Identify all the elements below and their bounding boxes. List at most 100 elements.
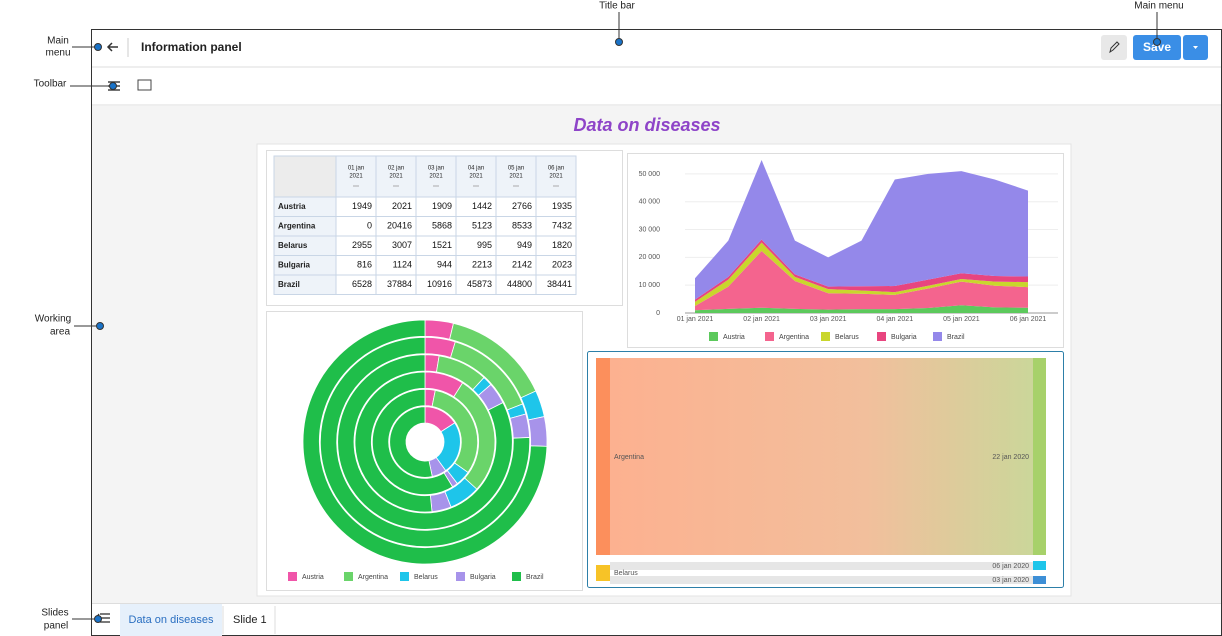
cell-value: 2766: [512, 201, 532, 211]
legend-swatch: [512, 572, 521, 581]
legend-swatch: [877, 332, 886, 341]
callout-label: Working: [35, 314, 72, 325]
legend-label: Austria: [302, 574, 324, 581]
cell-value: 1442: [472, 201, 492, 211]
slide-tab-active[interactable]: [120, 604, 222, 636]
ring-segment: [354, 371, 433, 513]
area: [695, 239, 1028, 302]
row-label: Austria: [278, 202, 306, 211]
column-year: 2021: [509, 174, 523, 180]
callout-label: Main: [47, 36, 69, 47]
flow-label: Belarus: [614, 570, 638, 577]
cell-value: 944: [437, 260, 452, 270]
flow-label: 06 jan 2020: [992, 563, 1029, 570]
cell-value: 5868: [432, 221, 452, 231]
flow-label: 22 jan 2020: [992, 454, 1029, 461]
legend-swatch: [821, 332, 830, 341]
column-date: 02 jan: [388, 166, 404, 172]
cell-value: 2023: [552, 260, 572, 270]
callout-label: area: [50, 327, 70, 338]
cell-value: 37884: [387, 279, 412, 289]
callout-label: panel: [44, 621, 68, 632]
save-button[interactable]: [1133, 35, 1181, 60]
cell-value: 2142: [512, 260, 532, 270]
area: [695, 250, 1028, 311]
table-corner: [273, 155, 337, 198]
toolbar-icon[interactable]: [137, 79, 152, 91]
cell-value: 2955: [352, 240, 372, 250]
column-year: 2021: [389, 174, 403, 180]
cell-value: 2021: [392, 201, 412, 211]
legend-swatch: [933, 332, 942, 341]
legend-swatch: [344, 572, 353, 581]
cell-value: 816: [357, 260, 372, 270]
cell-value: 44800: [507, 279, 532, 289]
area: [695, 160, 1028, 300]
legend-label: Brazil: [947, 334, 965, 341]
x-tick-label: 05 jan 2021: [943, 316, 980, 323]
cell-value: 10916: [427, 279, 452, 289]
ring-segment: [424, 319, 454, 340]
y-tick-label: 0: [656, 310, 660, 317]
x-tick-label: 01 jan 2021: [677, 316, 714, 323]
cell-value: 995: [477, 240, 492, 250]
cell-value: 7432: [552, 221, 572, 231]
x-tick-label: 04 jan 2021: [877, 316, 914, 323]
column-date: 06 jan: [548, 166, 564, 172]
cell-value: 1820: [552, 240, 572, 250]
cell-value: 1124: [393, 260, 412, 270]
ring-segment: [320, 336, 530, 548]
y-tick-label: 50 000: [639, 171, 661, 178]
back-button[interactable]: [106, 42, 118, 52]
x-tick-label: 03 jan 2021: [810, 316, 847, 323]
slide-tab[interactable]: Slide 1: [233, 614, 267, 626]
legend-swatch: [709, 332, 718, 341]
ring-segment: [527, 416, 548, 447]
column-date: 01 jan: [348, 166, 364, 172]
row-label: Bulgaria: [278, 260, 311, 269]
y-tick-label: 30 000: [639, 226, 661, 233]
cell-value: 1949: [352, 201, 372, 211]
cell-value: 20416: [387, 221, 412, 231]
y-tick-label: 10 000: [639, 282, 661, 289]
legend-label: Bulgaria: [891, 334, 917, 341]
callout-label: menu: [45, 48, 70, 59]
ring-segment: [337, 354, 513, 530]
column-year: 2021: [549, 174, 563, 180]
callout-label: Toolbar: [34, 79, 67, 90]
cell-value: 1935: [552, 201, 572, 211]
legend-swatch: [288, 572, 297, 581]
cell-value: 38441: [547, 279, 572, 289]
ring-segment: [509, 413, 530, 439]
cell: [535, 274, 577, 295]
save-label: Save: [1143, 40, 1171, 54]
legend-label: Belarus: [414, 574, 438, 581]
cell-value: 8533: [512, 221, 532, 231]
legend-label: Bulgaria: [470, 574, 496, 581]
row-label: Argentina: [278, 221, 316, 230]
cell-value: 5123: [472, 221, 492, 231]
cell-value: 6528: [352, 279, 372, 289]
slide-tab[interactable]: Data on diseases: [129, 614, 214, 626]
area: [695, 242, 1028, 307]
legend-label: Austria: [723, 334, 745, 341]
cell-value: 45873: [467, 279, 492, 289]
ring-segment: [389, 406, 433, 478]
column-year: 2021: [469, 174, 483, 180]
cell-value: 1909: [432, 201, 452, 211]
x-tick-label: 02 jan 2021: [743, 316, 780, 323]
cell-value: 2213: [472, 260, 492, 270]
y-tick-label: 40 000: [639, 199, 661, 206]
legend-swatch: [765, 332, 774, 341]
column-date: 04 jan: [468, 166, 484, 172]
column-year: 2021: [429, 174, 443, 180]
panel-title: Information panel: [141, 40, 242, 54]
edit-button[interactable]: [1101, 35, 1127, 60]
dashboard-title: Data on diseases: [573, 115, 720, 135]
legend-swatch: [400, 572, 409, 581]
flow-label: Argentina: [614, 454, 644, 461]
legend-label: Belarus: [835, 334, 859, 341]
legend-label: Argentina: [358, 574, 388, 581]
row-label: Belarus: [278, 241, 308, 250]
